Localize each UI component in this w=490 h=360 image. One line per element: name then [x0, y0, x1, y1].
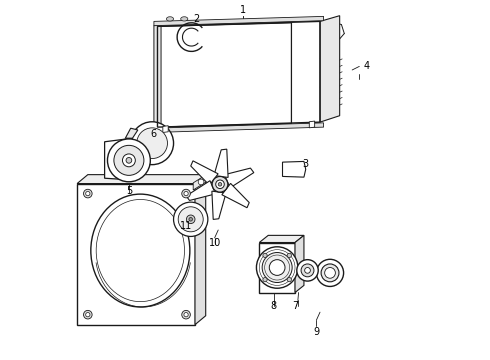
Text: 6: 6 [151, 129, 157, 139]
Polygon shape [125, 128, 138, 138]
Polygon shape [295, 235, 304, 293]
Polygon shape [191, 161, 218, 185]
Polygon shape [154, 25, 161, 128]
Polygon shape [77, 175, 206, 184]
Ellipse shape [114, 145, 144, 175]
Text: 9: 9 [314, 327, 319, 337]
Polygon shape [186, 181, 216, 201]
Polygon shape [193, 174, 207, 190]
Text: 3: 3 [303, 159, 309, 169]
Polygon shape [283, 161, 306, 177]
Ellipse shape [91, 194, 190, 307]
Ellipse shape [184, 312, 188, 317]
Ellipse shape [189, 217, 193, 221]
Ellipse shape [262, 252, 292, 283]
Text: 10: 10 [209, 238, 221, 248]
Text: 11: 11 [180, 221, 192, 231]
Ellipse shape [86, 312, 90, 317]
Ellipse shape [186, 215, 195, 224]
Polygon shape [309, 121, 315, 128]
Ellipse shape [287, 253, 292, 257]
Ellipse shape [86, 192, 90, 196]
Polygon shape [214, 149, 228, 177]
Ellipse shape [122, 154, 135, 167]
Ellipse shape [317, 259, 343, 287]
Ellipse shape [305, 267, 310, 273]
Ellipse shape [270, 260, 285, 275]
Ellipse shape [321, 264, 339, 282]
Polygon shape [154, 123, 323, 132]
Ellipse shape [181, 17, 188, 21]
Ellipse shape [212, 176, 228, 192]
Polygon shape [77, 184, 195, 325]
Polygon shape [212, 191, 226, 220]
Polygon shape [320, 16, 340, 122]
Polygon shape [163, 126, 168, 132]
Text: 4: 4 [364, 61, 369, 71]
Ellipse shape [263, 278, 267, 282]
Ellipse shape [263, 253, 267, 257]
Text: 8: 8 [270, 301, 277, 311]
Ellipse shape [137, 128, 168, 158]
Polygon shape [104, 138, 132, 180]
Ellipse shape [287, 278, 292, 282]
Ellipse shape [83, 189, 92, 198]
Ellipse shape [126, 157, 132, 163]
Polygon shape [222, 183, 249, 208]
Ellipse shape [325, 267, 335, 278]
Ellipse shape [182, 189, 190, 198]
Polygon shape [224, 168, 254, 188]
Polygon shape [259, 243, 295, 293]
Ellipse shape [301, 264, 314, 277]
Text: 2: 2 [194, 14, 200, 23]
Text: 7: 7 [292, 301, 298, 311]
Ellipse shape [218, 183, 222, 186]
Ellipse shape [256, 247, 298, 288]
Polygon shape [157, 23, 292, 127]
Polygon shape [259, 235, 304, 243]
Ellipse shape [107, 139, 150, 182]
Ellipse shape [182, 310, 190, 319]
Ellipse shape [216, 180, 224, 189]
Ellipse shape [173, 202, 208, 237]
Text: 5: 5 [126, 186, 132, 197]
Ellipse shape [184, 192, 188, 196]
Ellipse shape [167, 17, 173, 21]
Ellipse shape [198, 179, 204, 185]
Ellipse shape [131, 122, 173, 165]
Ellipse shape [297, 260, 318, 281]
Polygon shape [195, 175, 206, 325]
Text: 1: 1 [240, 5, 246, 15]
Ellipse shape [178, 207, 203, 232]
Polygon shape [154, 17, 323, 26]
Ellipse shape [83, 310, 92, 319]
